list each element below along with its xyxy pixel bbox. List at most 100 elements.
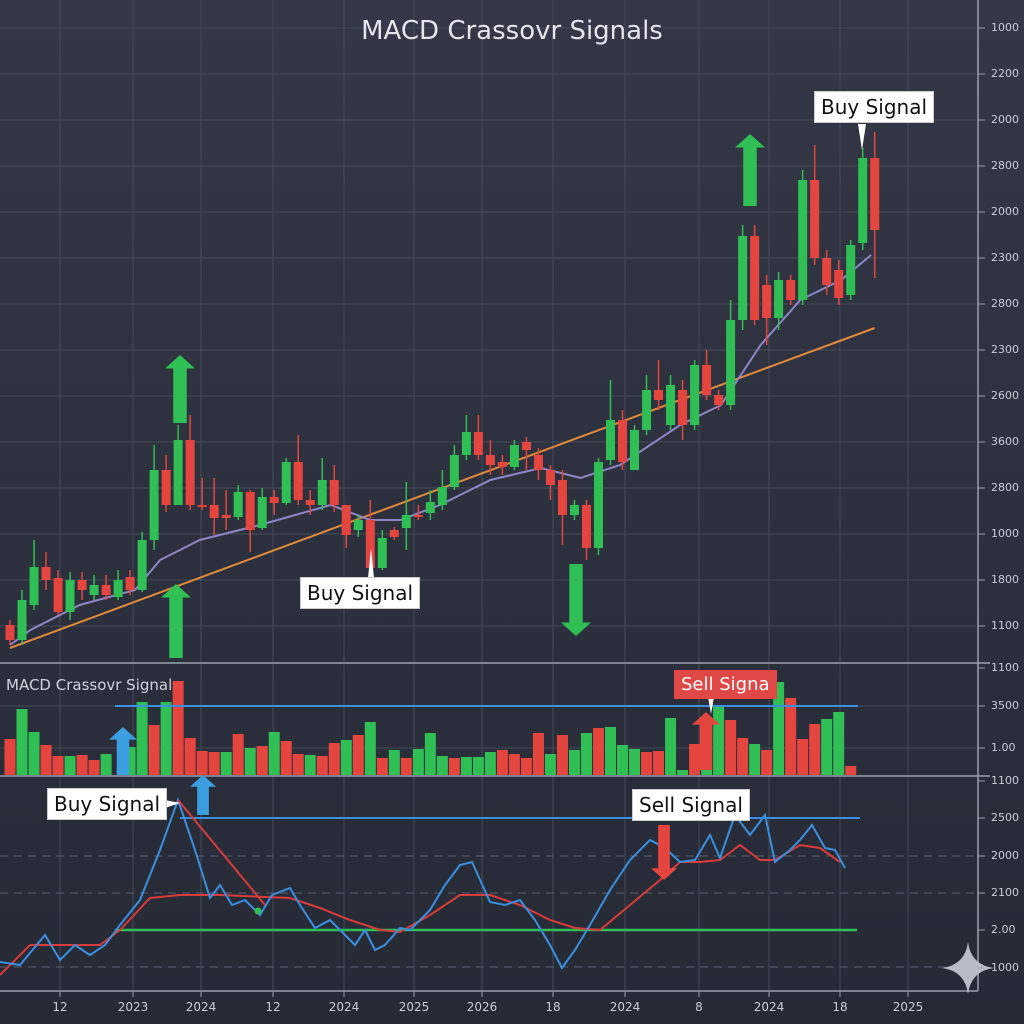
candle-down (786, 280, 796, 300)
candle-down (41, 567, 51, 580)
y-tick-label: 2300 (991, 343, 1019, 356)
buy-arrow-up-icon (735, 134, 765, 206)
volume-bar (304, 755, 316, 775)
buy-arrow-up-icon (109, 727, 137, 775)
callout-pointer (165, 800, 180, 808)
volume-bar (580, 733, 592, 775)
candle-up (89, 585, 99, 595)
candle-down (245, 492, 255, 530)
volume-bar (268, 732, 280, 775)
candle-down (485, 455, 495, 465)
candle-down (77, 580, 87, 590)
candle-down (389, 530, 399, 537)
candle-down (654, 390, 664, 400)
candle-up (113, 580, 123, 597)
volume-bar (232, 734, 244, 775)
candle-up (317, 480, 327, 505)
buy-signal-callout-top: Buy Signal (814, 91, 935, 123)
y-tick-label: 2100 (991, 886, 1019, 899)
candle-down (750, 236, 760, 320)
candle-down (618, 420, 628, 462)
candle-down (678, 390, 688, 425)
volume-bar (340, 740, 352, 775)
volume-bar (761, 750, 773, 775)
y-tick-label: 2800 (991, 481, 1019, 494)
candle-up (509, 445, 519, 467)
candle-down (221, 515, 231, 518)
candle-down (209, 505, 219, 518)
volume-bar (328, 743, 340, 775)
candle-down (305, 500, 315, 505)
candle-up (726, 320, 736, 405)
x-tick-label: 2025 (892, 1000, 924, 1014)
candle-up (593, 462, 603, 548)
volume-bar (749, 744, 761, 775)
volume-bar (424, 733, 436, 775)
candle-up (461, 432, 471, 455)
volume-bar (292, 754, 304, 775)
candle-up (606, 420, 615, 460)
volume-bar (136, 702, 148, 775)
candle-up (449, 455, 459, 487)
y-tick-label: 2500 (991, 811, 1019, 824)
candle-up (173, 440, 183, 505)
sell-arrow-down-icon (651, 825, 677, 880)
buy-signal-callout-macd: Buy Signal (47, 788, 168, 820)
volume-bar (64, 756, 76, 775)
volume-bar (220, 752, 232, 775)
candle-up (353, 520, 363, 530)
candle-up (401, 515, 411, 528)
candle-up (65, 580, 75, 612)
volume-bar (629, 749, 641, 775)
candle-up (377, 538, 387, 568)
volume-bar (809, 724, 821, 775)
candle-down (822, 258, 832, 285)
candle-up (642, 390, 652, 430)
signal-line (0, 843, 841, 976)
candle-up (437, 487, 447, 505)
volume-bar (773, 682, 785, 775)
candle-down (533, 455, 543, 470)
y-tick-label: 1000 (991, 527, 1019, 540)
candle-down (125, 577, 135, 590)
y-tick-label: 2300 (991, 251, 1019, 264)
volume-bar (532, 733, 544, 775)
volume-bar (160, 702, 172, 775)
candle-up (29, 567, 39, 605)
volume-bar (256, 746, 268, 775)
callout-pointer (368, 548, 374, 578)
volume-bar (544, 754, 556, 775)
volume-bar (592, 728, 604, 775)
volume-bar (280, 741, 292, 775)
volume-bar (208, 752, 220, 775)
volume-bar (785, 698, 797, 775)
candle-down (101, 585, 111, 595)
candle-down (521, 442, 531, 450)
y-tick-label: 1100 (991, 619, 1019, 632)
volume-bar (388, 750, 400, 775)
y-tick-label: 1000 (991, 21, 1019, 34)
volume-bar (124, 747, 136, 775)
volume-bar (28, 732, 40, 775)
volume-bar (4, 739, 16, 775)
y-tick-label: 3600 (991, 435, 1019, 448)
volume-bar (76, 755, 88, 775)
buy-arrow-up-icon (165, 355, 195, 423)
x-tick-label: 2026 (466, 1000, 498, 1014)
volume-bar (556, 735, 568, 775)
sell-signal-callout-macd: Sell Signal (632, 789, 750, 821)
volume-bar (448, 758, 460, 775)
candle-up (137, 540, 147, 590)
volume-bar (364, 722, 376, 775)
volume-bar (677, 770, 689, 775)
macd-line (0, 796, 846, 970)
candle-up (17, 600, 27, 640)
candle-down (329, 480, 339, 505)
y-tick-label: 2200 (991, 67, 1019, 80)
buy-signal-callout-main: Buy Signal (300, 577, 421, 609)
candle-down (269, 497, 279, 503)
candle-up (798, 180, 808, 300)
candle-up (774, 280, 784, 318)
y-tick-label: 2000 (991, 205, 1019, 218)
volume-bar (653, 751, 665, 775)
